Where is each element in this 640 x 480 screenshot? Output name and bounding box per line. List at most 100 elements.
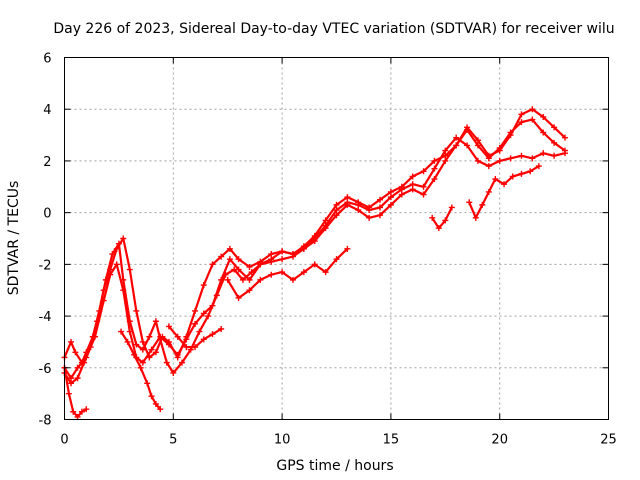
data-point-marker <box>192 320 199 327</box>
data-point-marker <box>448 204 455 211</box>
data-point-marker <box>551 124 558 131</box>
data-point-marker <box>464 142 471 149</box>
data-point-marker <box>148 393 155 400</box>
chart-title: Day 226 of 2023, Sidereal Day-to-day VTE… <box>53 21 614 37</box>
data-point-marker <box>163 359 170 366</box>
data-point-marker <box>540 129 547 136</box>
data-point-marker <box>551 139 558 146</box>
data-point-marker <box>311 261 318 268</box>
data-point-marker <box>509 173 516 180</box>
data-point-marker <box>333 212 340 219</box>
data-point-marker <box>74 364 81 371</box>
data-point-marker <box>518 119 525 126</box>
data-point-marker <box>209 302 216 309</box>
data-point-marker <box>68 338 75 345</box>
data-point-marker <box>174 333 181 340</box>
data-point-marker <box>472 214 479 221</box>
data-point-marker <box>377 204 384 211</box>
data-point-marker <box>474 157 481 164</box>
data-point-marker <box>257 258 264 265</box>
y-tick-label: -4 <box>39 310 52 325</box>
y-tick-label: 2 <box>43 155 51 170</box>
data-point-marker <box>540 150 547 157</box>
data-point-marker <box>289 251 296 258</box>
data-point-marker <box>209 261 216 268</box>
data-point-marker <box>540 113 547 120</box>
data-point-marker <box>70 408 77 415</box>
data-point-marker <box>442 152 449 159</box>
data-point-marker <box>118 328 125 335</box>
data-point-marker <box>159 333 166 340</box>
data-point-marker <box>300 243 307 250</box>
data-point-marker <box>496 157 503 164</box>
data-point-marker <box>152 349 159 356</box>
data-point-marker <box>492 176 499 183</box>
data-point-marker <box>322 269 329 276</box>
y-tick-label: 6 <box>43 52 51 67</box>
data-point-marker <box>94 318 101 325</box>
data-point-marker <box>205 313 212 320</box>
data-point-marker <box>442 157 449 164</box>
data-point-marker <box>518 152 525 159</box>
data-point-marker <box>355 207 362 214</box>
data-point-marker <box>435 225 442 232</box>
data-point-marker <box>466 199 473 206</box>
data-point-marker <box>387 188 394 195</box>
data-point-marker <box>126 328 133 335</box>
data-point-marker <box>377 196 384 203</box>
data-point-marker <box>257 276 264 283</box>
data-point-marker <box>300 269 307 276</box>
data-point-marker <box>139 359 146 366</box>
series-track-8 <box>431 206 453 230</box>
data-point-marker <box>289 276 296 283</box>
x-tick-label: 20 <box>491 433 508 448</box>
data-series <box>61 106 568 420</box>
data-point-marker <box>74 413 81 420</box>
data-point-marker <box>344 245 351 252</box>
data-point-marker <box>485 163 492 170</box>
data-point-marker <box>235 256 242 263</box>
data-point-marker <box>146 354 153 361</box>
data-point-marker <box>507 132 514 139</box>
data-point-marker <box>355 199 362 206</box>
series-track-9 <box>468 165 541 219</box>
y-axis-label: SDTVAR / TECUs <box>6 181 22 296</box>
data-point-marker <box>561 134 568 141</box>
data-point-marker <box>113 261 120 268</box>
data-point-marker <box>529 155 536 162</box>
data-point-marker <box>464 124 471 131</box>
data-point-marker <box>235 294 242 301</box>
data-point-marker <box>535 163 542 170</box>
data-point-marker <box>148 346 155 353</box>
data-point-marker <box>311 232 318 239</box>
data-point-marker <box>333 256 340 263</box>
data-point-marker <box>200 336 207 343</box>
y-tick-label: -8 <box>39 414 52 429</box>
series-track-7 <box>226 247 349 300</box>
data-point-marker <box>133 341 140 348</box>
data-point-marker <box>68 380 75 387</box>
data-point-marker <box>507 155 514 162</box>
data-point-marker <box>442 217 449 224</box>
plot-frame <box>64 57 609 420</box>
data-point-marker <box>387 201 394 208</box>
data-point-marker <box>81 359 88 366</box>
data-point-marker <box>246 276 253 283</box>
data-point-marker <box>179 359 186 366</box>
series-track-1 <box>63 136 567 375</box>
data-point-marker <box>420 183 427 190</box>
y-tick-label: 0 <box>43 207 51 222</box>
data-point-marker <box>398 191 405 198</box>
data-point-marker <box>224 276 231 283</box>
data-point-marker <box>431 176 438 183</box>
data-point-marker <box>144 380 151 387</box>
data-point-marker <box>442 147 449 154</box>
data-point-marker <box>474 142 481 149</box>
data-point-marker <box>226 245 233 252</box>
data-point-marker <box>279 269 286 276</box>
data-point-marker <box>235 266 242 273</box>
data-point-marker <box>165 338 172 345</box>
data-point-marker <box>485 152 492 159</box>
data-point-marker <box>333 201 340 208</box>
